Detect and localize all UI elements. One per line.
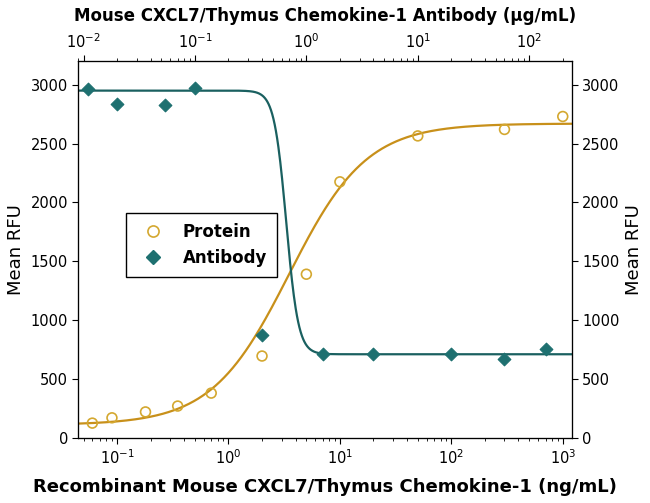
Point xyxy=(540,345,551,353)
Point xyxy=(257,352,267,360)
Y-axis label: Mean RFU: Mean RFU xyxy=(625,204,643,295)
Point xyxy=(87,419,98,427)
Point xyxy=(369,350,379,358)
Point xyxy=(172,402,183,410)
Point xyxy=(446,350,456,358)
Point xyxy=(499,355,510,363)
Point xyxy=(83,86,94,94)
Point xyxy=(301,270,311,278)
Point xyxy=(257,331,267,340)
Point xyxy=(190,84,200,92)
Point xyxy=(107,414,117,422)
Legend: Protein, Antibody: Protein, Antibody xyxy=(126,213,278,277)
X-axis label: Recombinant Mouse CXCL7/Thymus Chemokine-1 (ng/mL): Recombinant Mouse CXCL7/Thymus Chemokine… xyxy=(33,478,617,496)
Point xyxy=(112,100,122,108)
Point xyxy=(317,350,328,358)
Y-axis label: Mean RFU: Mean RFU xyxy=(7,204,25,295)
Point xyxy=(558,113,568,121)
Point xyxy=(335,178,345,186)
Point xyxy=(499,125,510,133)
Point xyxy=(140,408,151,416)
Point xyxy=(413,132,423,140)
Point xyxy=(206,389,216,397)
Point xyxy=(160,101,170,109)
X-axis label: Mouse CXCL7/Thymus Chemokine-1 Antibody (μg/mL): Mouse CXCL7/Thymus Chemokine-1 Antibody … xyxy=(74,7,576,25)
